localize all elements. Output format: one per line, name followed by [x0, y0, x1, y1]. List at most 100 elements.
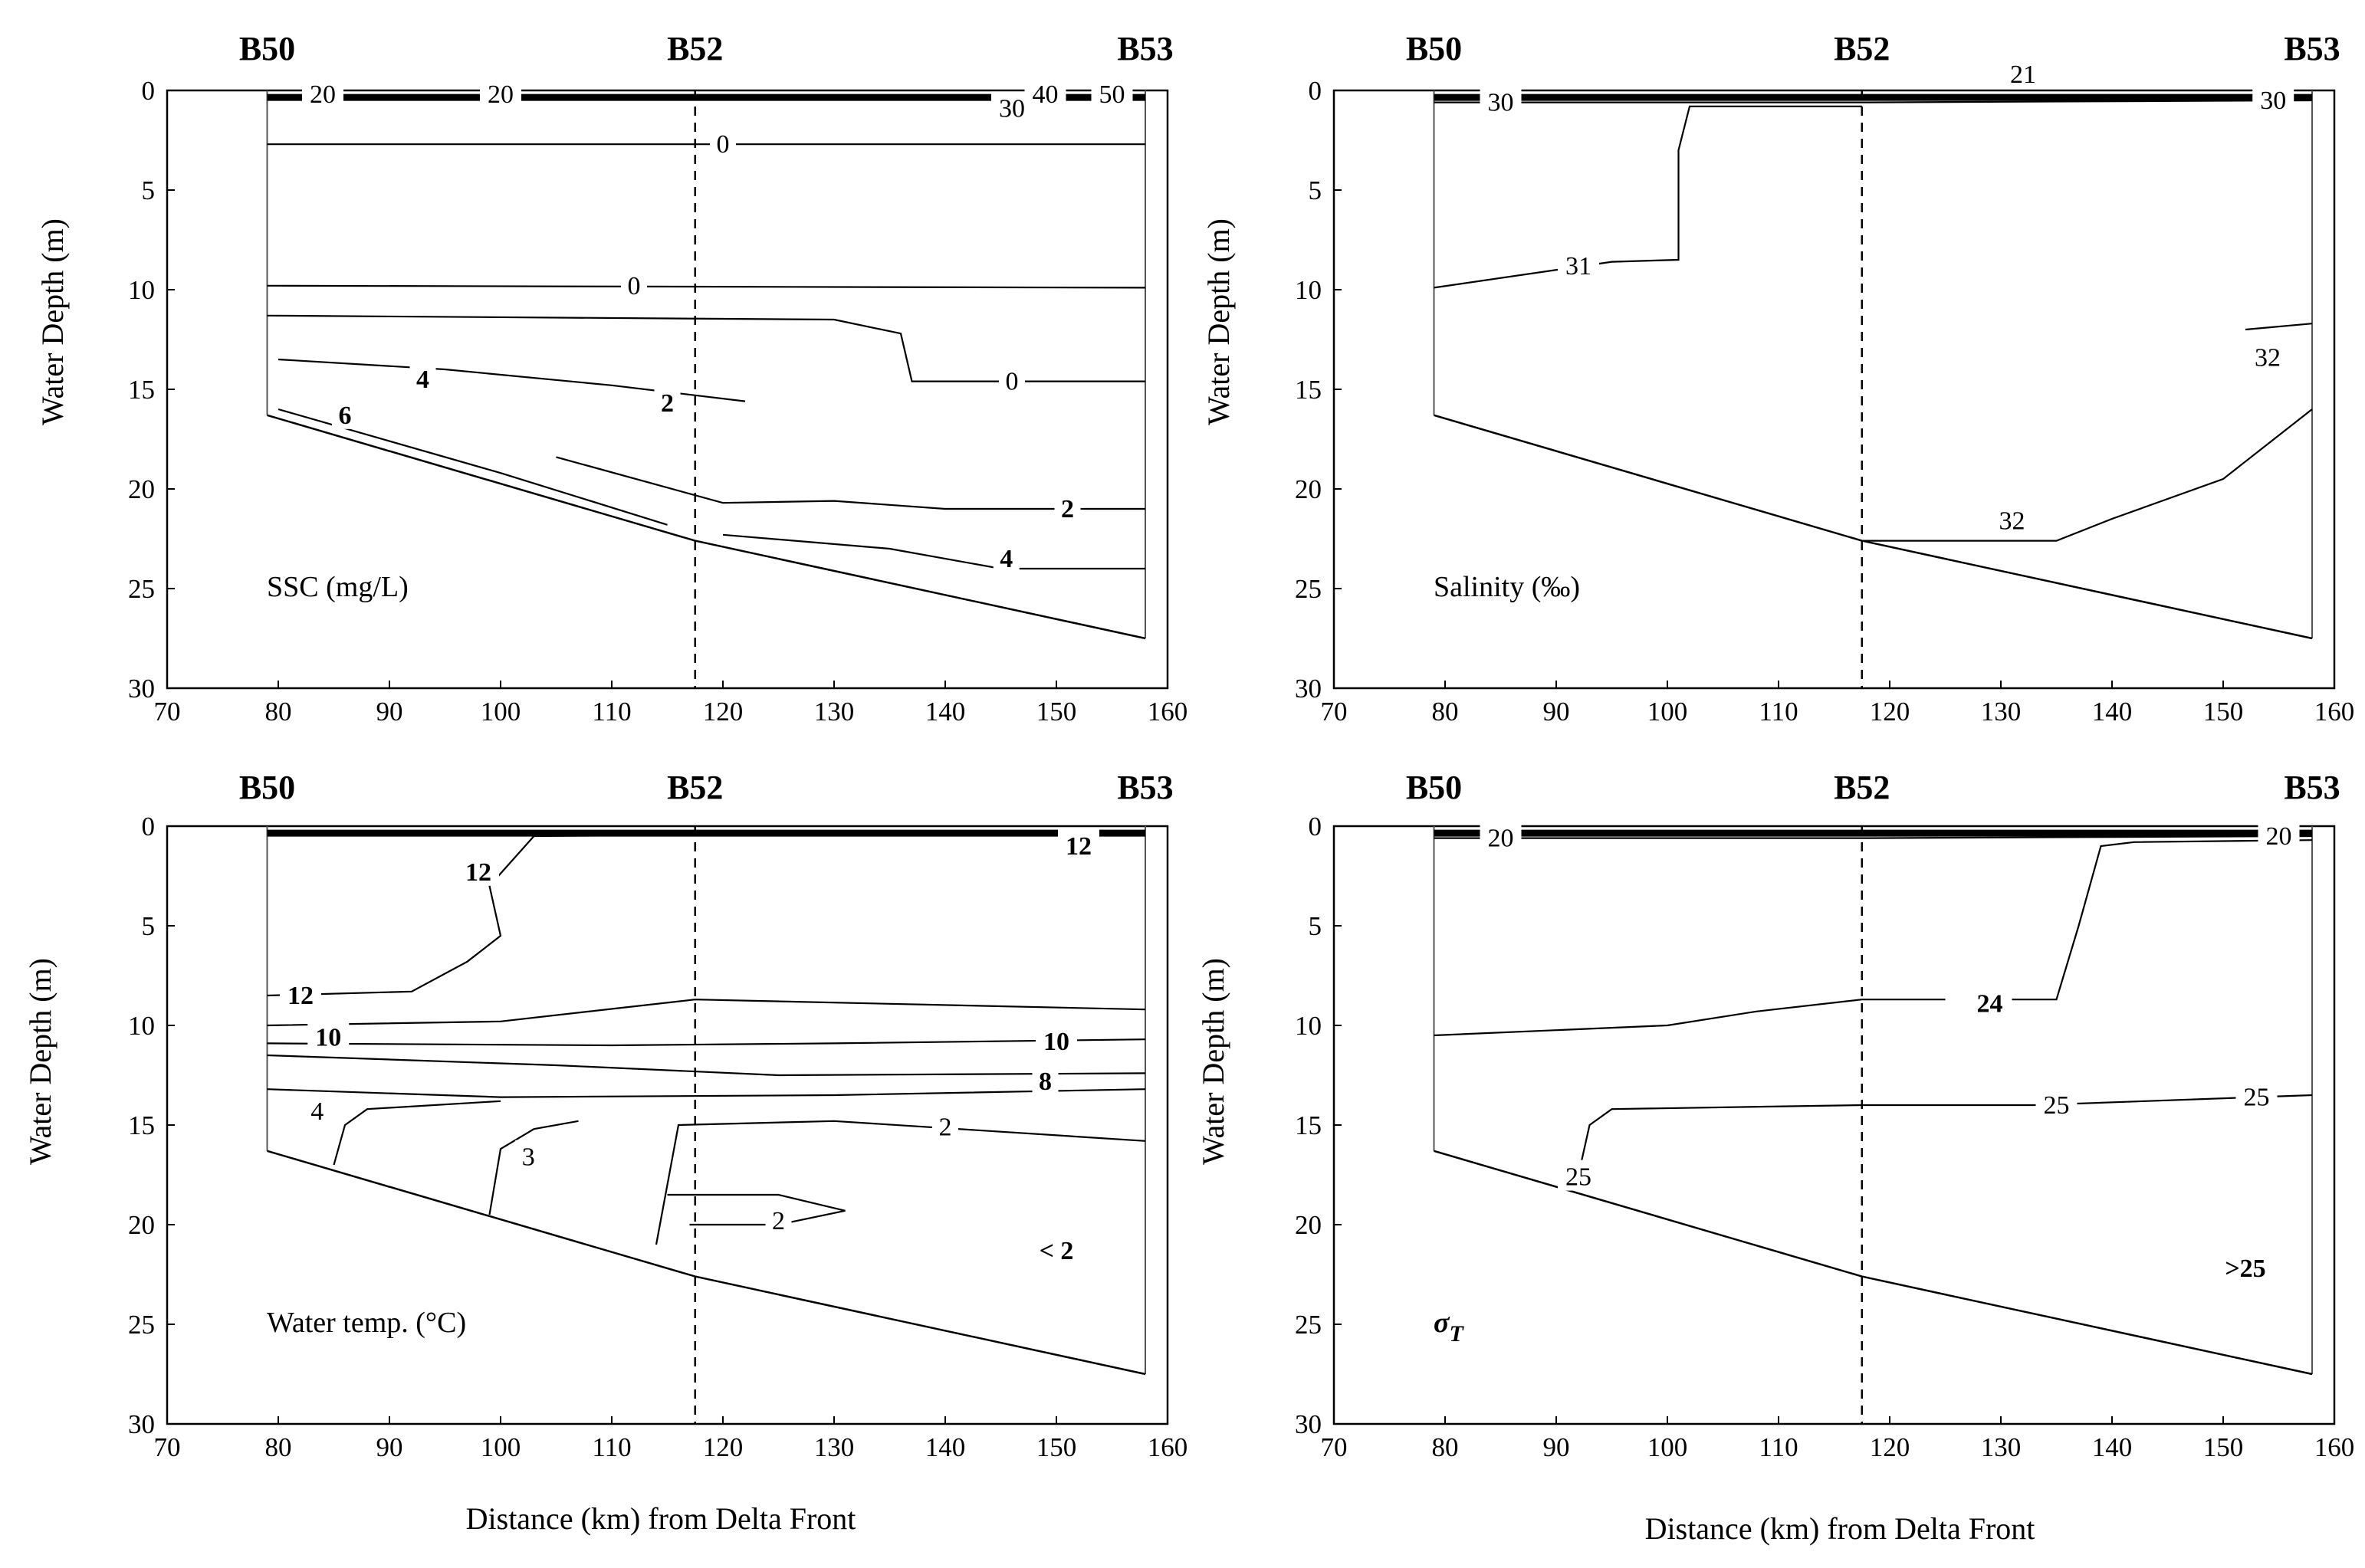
- station-label-b50: B50: [1406, 30, 1462, 67]
- contour-label: 4: [310, 1097, 324, 1126]
- y-tick-label: 20: [128, 474, 155, 504]
- contour-label: 50: [1099, 80, 1125, 109]
- panel-salinity: 70 80 90 100 110 120 130 140 150 160 0 5 10 15 20 25 30 2…: [1295, 30, 2354, 727]
- contour-label-bg: [2235, 1080, 2278, 1111]
- x-tick-label: 90: [376, 1432, 403, 1462]
- contour-line-24: [2012, 839, 2313, 1001]
- x-tick-label: 100: [1647, 1432, 1688, 1462]
- contour-label-bg: [1991, 504, 2033, 535]
- y-tick-label: 30: [128, 674, 155, 704]
- y-tick-label: 20: [128, 1210, 155, 1240]
- contour-label: 24: [1977, 989, 2003, 1018]
- y-tick-label: 10: [1295, 1011, 1322, 1041]
- contour-label-bg: [1480, 85, 1522, 116]
- station-label-b53: B53: [1117, 30, 1173, 67]
- contour-line-0: [267, 284, 1146, 289]
- contour-label: < 2: [1040, 1237, 1074, 1265]
- contour-label: 32: [2255, 343, 2281, 372]
- x-tick-label: 140: [925, 697, 966, 727]
- contour-label: 20: [1488, 825, 1514, 853]
- contour-line-24: [1434, 999, 1946, 1037]
- station-label-b50: B50: [239, 769, 295, 806]
- x-tick-label: 160: [2314, 697, 2355, 727]
- contour-label: 12: [465, 858, 491, 887]
- x-tick-label: 110: [1759, 697, 1798, 727]
- contour-label: 25: [1565, 1163, 1591, 1192]
- y-tick-label: 30: [1295, 1409, 1322, 1439]
- y-tick-label: 15: [1295, 375, 1322, 405]
- plot-frame: [1332, 825, 2336, 1425]
- x-tick-label: 160: [1148, 1432, 1188, 1462]
- contour-label-bg: [1032, 1064, 1059, 1095]
- contour-line-8: [267, 1088, 1146, 1098]
- contour-line-25: [1577, 1094, 2313, 1176]
- x-tick-label: 130: [814, 1432, 855, 1462]
- contour-line-0: [267, 314, 1145, 382]
- y-tick-label: 10: [128, 1011, 155, 1041]
- y-tick-label: 25: [128, 1310, 155, 1340]
- y-tick-label: 0: [1309, 812, 1322, 841]
- contour-line-4: [333, 1100, 501, 1166]
- contour-label-bg: [932, 1110, 958, 1141]
- panel-ssc: 70 80 90 100 110 120 130 140 150 1600510152025300…: [128, 30, 1187, 727]
- contour-label: 40: [1033, 80, 1059, 109]
- contour-line-2: [556, 456, 1145, 510]
- contour-line-9: [267, 1054, 1146, 1077]
- contour-label: 20: [488, 80, 514, 109]
- contour-label-bg: [999, 364, 1025, 395]
- y-tick-label: 15: [128, 1110, 155, 1140]
- contour-label: 3: [522, 1143, 535, 1172]
- contour-label-bg: [1028, 1233, 1085, 1265]
- contour-label-bg: [1558, 1160, 1599, 1191]
- x-tick-label: 120: [1870, 1432, 1910, 1462]
- y-tick-label: 25: [1295, 574, 1322, 604]
- contour-label-bg: [2258, 819, 2300, 850]
- x-tick-label: 130: [1981, 697, 2022, 727]
- contour-label: 2: [661, 389, 674, 418]
- x-tick-label: 80: [1432, 697, 1459, 727]
- contour-line-2: [655, 1120, 1146, 1245]
- y-tick-label: 10: [128, 275, 155, 305]
- panel-water-temp: 70 80 90 100 110 120 130 140 150 160 0 5 10 15 20 25 30 1…: [128, 769, 1187, 1462]
- contour-label-bg: [480, 77, 521, 109]
- contour-line-10: [267, 1038, 1146, 1047]
- contour-label: 0: [628, 272, 641, 300]
- y-tick-label: 5: [142, 911, 156, 941]
- x-tick-label: 130: [1981, 1432, 2022, 1462]
- y-tick-label: 20: [1295, 474, 1322, 504]
- x-tick-label: 100: [481, 1432, 521, 1462]
- contour-label: 8: [1039, 1068, 1052, 1096]
- contour-line-30: [1434, 99, 2313, 103]
- contour-line-12: [267, 831, 1146, 997]
- x-tick-label: 70: [154, 697, 181, 727]
- contour-label: 10: [315, 1024, 341, 1052]
- station-label-b52: B52: [1834, 769, 1890, 806]
- contour-label-bg: [458, 855, 499, 886]
- x-axis-label-left: Distance (km) from Delta Front: [466, 1501, 856, 1536]
- contour-label: 20: [2266, 822, 2292, 851]
- y-tick-label: 0: [142, 812, 156, 841]
- x-axis-label-right: Distance (km) from Delta Front: [1645, 1511, 2035, 1546]
- station-label-b53: B53: [2284, 769, 2340, 806]
- x-tick-label: 100: [481, 697, 521, 727]
- contour-label-bg: [993, 542, 1020, 572]
- seabed-line: [1434, 414, 2313, 640]
- contour-label-bg: [409, 362, 436, 393]
- x-tick-label: 90: [1543, 697, 1570, 727]
- contour-line-31: [1434, 105, 1862, 289]
- contour-label: 4: [1000, 545, 1013, 573]
- contour-label: 20: [310, 80, 336, 109]
- contour-label-bg: [1036, 1024, 1077, 1055]
- contour-label-bg: [710, 127, 736, 159]
- station-label-b53: B53: [1117, 769, 1173, 806]
- contour-label-bg: [1969, 986, 2011, 1018]
- contour-label-bg: [2252, 84, 2294, 114]
- contour-label-bg: [1091, 77, 1133, 109]
- seabed-line: [1434, 1150, 2313, 1376]
- y-tick-label: 25: [1295, 1310, 1322, 1340]
- x-tick-label: 110: [592, 1432, 631, 1462]
- sigma-subscript: T: [1449, 1321, 1464, 1347]
- contour-label-bg: [304, 1094, 330, 1125]
- x-tick-label: 150: [1036, 697, 1077, 727]
- contour-line-32: [2245, 323, 2313, 331]
